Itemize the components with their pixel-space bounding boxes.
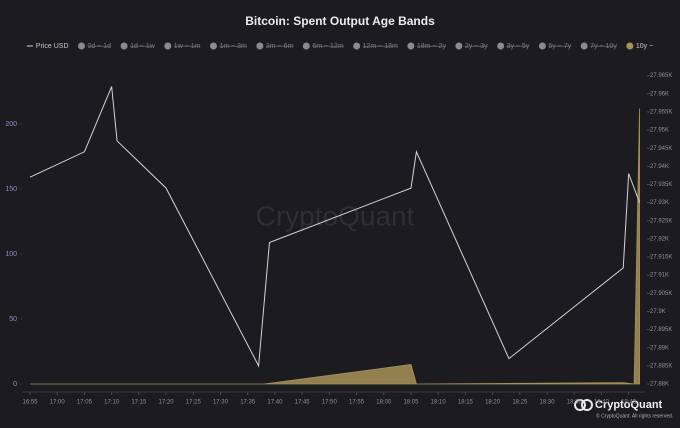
x-tick-label: 18:05: [403, 400, 419, 406]
legend-item[interactable]: 7y ~ 10y: [580, 42, 618, 50]
legend-label: 6m ~ 12m: [312, 43, 343, 50]
y-tick-label: 150: [5, 186, 17, 193]
legend-item[interactable]: 3m ~ 6m: [256, 42, 294, 50]
y2-tick-label: 27.9K: [650, 309, 666, 315]
y2-tick-label: 27.89K: [650, 345, 669, 351]
legend-label: 3y ~ 5y: [507, 43, 530, 50]
x-tick-label: 18:00: [376, 400, 392, 406]
legend-item[interactable]: 2y ~ 3y: [455, 42, 488, 50]
x-tick-label: 18:30: [540, 400, 556, 406]
legend-swatch: [407, 42, 415, 50]
line-series: [29, 86, 641, 368]
legend-swatch: [256, 42, 264, 50]
x-tick-label: 18:45: [621, 400, 637, 406]
legend-swatch: [209, 42, 217, 50]
y-tick-label: 200: [5, 121, 17, 128]
x-tick-label: 17:15: [131, 400, 147, 406]
legend-label: 18m ~ 2y: [417, 43, 446, 50]
y2-tick-label: 27.885K: [650, 363, 672, 369]
y2-tick-label: 27.925K: [650, 218, 672, 224]
legend-label: 12m ~ 18m: [363, 43, 398, 50]
chart-title: Bitcoin: Spent Output Age Bands: [245, 14, 435, 28]
x-tick-label: 17:20: [159, 400, 175, 406]
x-tick-label: 17:40: [267, 400, 283, 406]
legend-swatch: [626, 42, 634, 50]
y-tick-label: 100: [5, 251, 17, 258]
legend-item[interactable]: Price USD: [26, 43, 69, 50]
legend-label: 7y ~ 10y: [590, 43, 617, 50]
y2-tick-label: 27.94K: [650, 164, 669, 170]
legend-item[interactable]: 3y ~ 5y: [497, 42, 530, 50]
x-tick-label: 18:40: [594, 400, 610, 406]
area-series: [30, 108, 640, 385]
x-tick-label: 18:15: [458, 400, 474, 406]
x-tick-label: 17:00: [50, 400, 66, 406]
legend-swatch: [120, 42, 128, 50]
x-tick-label: 17:30: [213, 400, 229, 406]
legend-swatch: [302, 42, 310, 50]
legend-item[interactable]: 12m ~ 18m: [353, 42, 398, 50]
brand-logo: [574, 399, 593, 411]
legend-label: 1d ~ 1w: [130, 43, 156, 50]
brand-name: CryptoQuant: [595, 399, 663, 411]
x-tick-label: 18:25: [512, 400, 528, 406]
legend-label: 0d ~ 1d: [88, 43, 112, 50]
x-tick-label: 17:55: [349, 400, 365, 406]
legend-item[interactable]: 0d ~ 1d: [78, 42, 112, 50]
legend-label: 10y ~: [636, 43, 653, 50]
y2-tick-label: 27.935K: [650, 182, 672, 188]
x-tick-label: 18:20: [485, 400, 501, 406]
legend-swatch: [497, 42, 505, 50]
x-tick-label: 17:50: [322, 400, 338, 406]
legend-swatch: [78, 42, 86, 50]
copyright: © CryptoQuant. All rights reserved.: [596, 412, 673, 419]
y2-tick-label: 27.905K: [650, 291, 672, 297]
legend-label: 1w ~ 1m: [174, 43, 201, 50]
legend-label: 3m ~ 6m: [266, 43, 294, 50]
legend-label: Price USD: [36, 43, 69, 50]
legend-label: 5y ~ 7y: [548, 43, 571, 50]
x-tick-label: 16:55: [22, 400, 38, 406]
watermark: CryptoQuant: [256, 200, 415, 231]
legend-item[interactable]: 1d ~ 1w: [120, 42, 156, 50]
legend-swatch: [580, 42, 588, 50]
legend-label: 1m ~ 3m: [219, 43, 247, 50]
y2-tick-label: 27.91K: [650, 273, 669, 279]
x-tick-label: 17:05: [77, 400, 93, 406]
x-tick-label: 17:10: [104, 400, 120, 406]
y2-tick-label: 27.955K: [650, 109, 672, 115]
y2-tick-label: 27.895K: [650, 327, 672, 333]
legend-item[interactable]: 1w ~ 1m: [164, 42, 201, 50]
y2-tick-label: 27.93K: [650, 200, 669, 206]
y2-tick-label: 27.965K: [650, 73, 672, 79]
x-tick-label: 17:45: [295, 400, 311, 406]
y2-tick-label: 27.945K: [650, 146, 672, 152]
legend: Price USD 0d ~ 1d 1d ~ 1w 1w ~ 1m 1m ~ 3m 3m …: [26, 42, 653, 50]
y-tick-label: 50: [9, 316, 17, 323]
y2-tick-label: 27.88K: [650, 382, 669, 388]
legend-item[interactable]: 6m ~ 12m: [302, 42, 344, 50]
y2-tick-label: 27.96K: [650, 91, 669, 97]
legend-swatch: [538, 42, 546, 50]
y2-tick-label: 27.915K: [650, 255, 672, 261]
legend-item[interactable]: 1m ~ 3m: [209, 42, 247, 50]
y-tick-label: 0: [13, 381, 17, 388]
legend-label: 2y ~ 3y: [465, 43, 488, 50]
y2-tick-label: 27.92K: [650, 236, 669, 242]
legend-item[interactable]: 18m ~ 2y: [407, 42, 446, 50]
x-tick-label: 18:10: [431, 400, 447, 406]
x-tick-label: 17:35: [240, 400, 256, 406]
y2-tick-label: 27.95K: [650, 128, 669, 134]
legend-swatch: [164, 42, 172, 50]
legend-item[interactable]: 5y ~ 7y: [538, 42, 572, 50]
x-tick-label: 18:35: [567, 400, 583, 406]
legend-swatch: [455, 42, 463, 50]
x-tick-label: 17:25: [186, 400, 202, 406]
legend-swatch: [353, 42, 361, 50]
legend-item[interactable]: 10y ~: [626, 42, 653, 50]
